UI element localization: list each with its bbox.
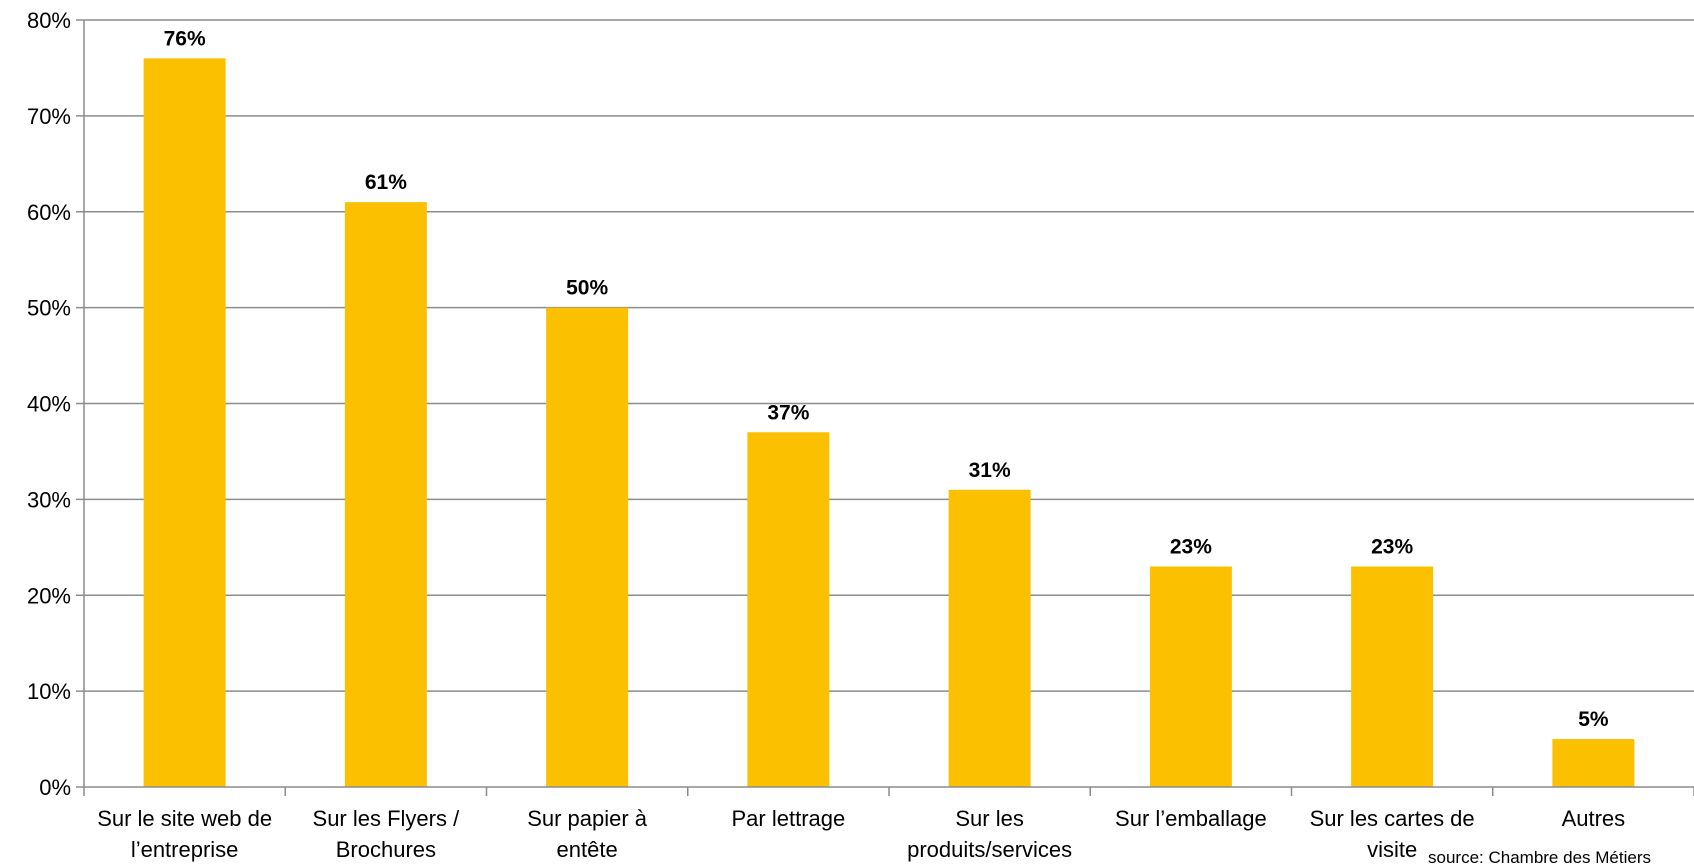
x-category-label: l’entreprise [131, 837, 239, 862]
bar [344, 202, 427, 788]
data-label: 76% [164, 27, 206, 50]
data-label: 50% [566, 277, 608, 300]
y-tick-label: 10% [27, 679, 71, 704]
x-category-label: produits/services [907, 837, 1072, 862]
bar [546, 307, 629, 787]
x-category-label: Sur papier à [527, 806, 648, 831]
data-label: 61% [365, 171, 407, 194]
y-axis-tick-labels: 0% 10% 20% 30% 40% 50% 60% 70% 80% [27, 8, 71, 800]
x-category-label: visite [1367, 837, 1417, 862]
data-label: 23% [1371, 535, 1413, 558]
x-category-label: Sur les [955, 806, 1023, 831]
y-tick-label: 30% [27, 487, 71, 512]
x-category-label: Autres [1562, 806, 1626, 831]
bar [948, 489, 1031, 787]
bars [143, 58, 1635, 788]
y-tick-label: 20% [27, 583, 71, 608]
y-tick-label: 40% [27, 392, 71, 417]
x-axis-category-labels: Sur le site web de l’entreprise Sur les Fl… [97, 806, 1625, 862]
data-labels: 76% 61% 50% 37% 31% 23% 23% 5% [164, 27, 1609, 731]
gridlines [84, 19, 1694, 692]
bar [143, 58, 226, 788]
x-category-label: Sur les cartes de [1310, 806, 1475, 831]
y-tick-label: 80% [27, 8, 71, 33]
axes [76, 19, 1694, 796]
x-category-label: Sur l’emballage [1115, 806, 1267, 831]
bar [1552, 739, 1635, 787]
x-category-label: entête [557, 837, 618, 862]
data-label: 5% [1578, 708, 1609, 731]
y-tick-label: 70% [27, 104, 71, 129]
data-label: 37% [767, 401, 809, 424]
x-category-label: Brochures [336, 837, 436, 862]
x-category-label: Par lettrage [732, 806, 846, 831]
x-category-label: Sur le site web de [97, 806, 272, 831]
bar [1351, 566, 1434, 787]
y-tick-label: 0% [39, 775, 71, 800]
bar [1149, 566, 1232, 787]
x-category-label: Sur les Flyers / [313, 806, 461, 831]
y-tick-label: 60% [27, 200, 71, 225]
data-label: 31% [969, 459, 1011, 482]
source-note: source: Chambre des Métiers [1428, 848, 1651, 867]
bar [747, 432, 830, 787]
data-label: 23% [1170, 535, 1212, 558]
y-tick-label: 50% [27, 296, 71, 321]
